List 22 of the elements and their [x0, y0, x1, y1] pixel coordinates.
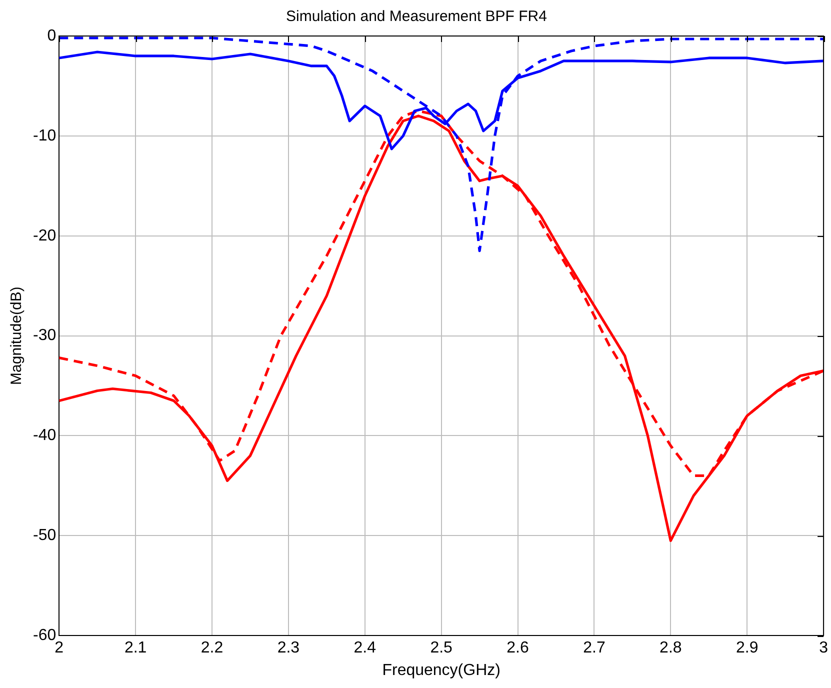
- y-tick-label: -60: [33, 627, 56, 644]
- x-tick-label: 2.5: [430, 640, 453, 657]
- y-tick-label: -40: [33, 427, 56, 444]
- x-tick-label: 2.3: [277, 640, 300, 657]
- y-tick-label: -20: [33, 227, 56, 244]
- x-tick-label: 2.1: [124, 640, 147, 657]
- x-tick-label: 2.6: [506, 640, 529, 657]
- x-tick-label: 2: [54, 640, 64, 657]
- chart-title: Simulation and Measurement BPF FR4: [286, 8, 547, 26]
- y-axis-title: Magnitude(dB): [8, 286, 26, 385]
- line-series: [59, 36, 824, 252]
- x-tick-label: 2.8: [660, 640, 682, 657]
- x-tick-label: 2.4: [354, 640, 376, 657]
- x-axis-title: Frequency(GHz): [382, 662, 500, 679]
- x-tick-label: 3: [819, 640, 828, 657]
- x-tick-label: 2.7: [583, 640, 606, 657]
- y-tick-label: -10: [33, 127, 56, 144]
- y-tick-label: -50: [33, 527, 56, 544]
- x-tick-label: 2.9: [736, 640, 758, 657]
- y-tick-label: 0: [47, 27, 56, 44]
- x-tick-label: 2.2: [200, 640, 224, 657]
- y-tick-label: -30: [33, 327, 56, 344]
